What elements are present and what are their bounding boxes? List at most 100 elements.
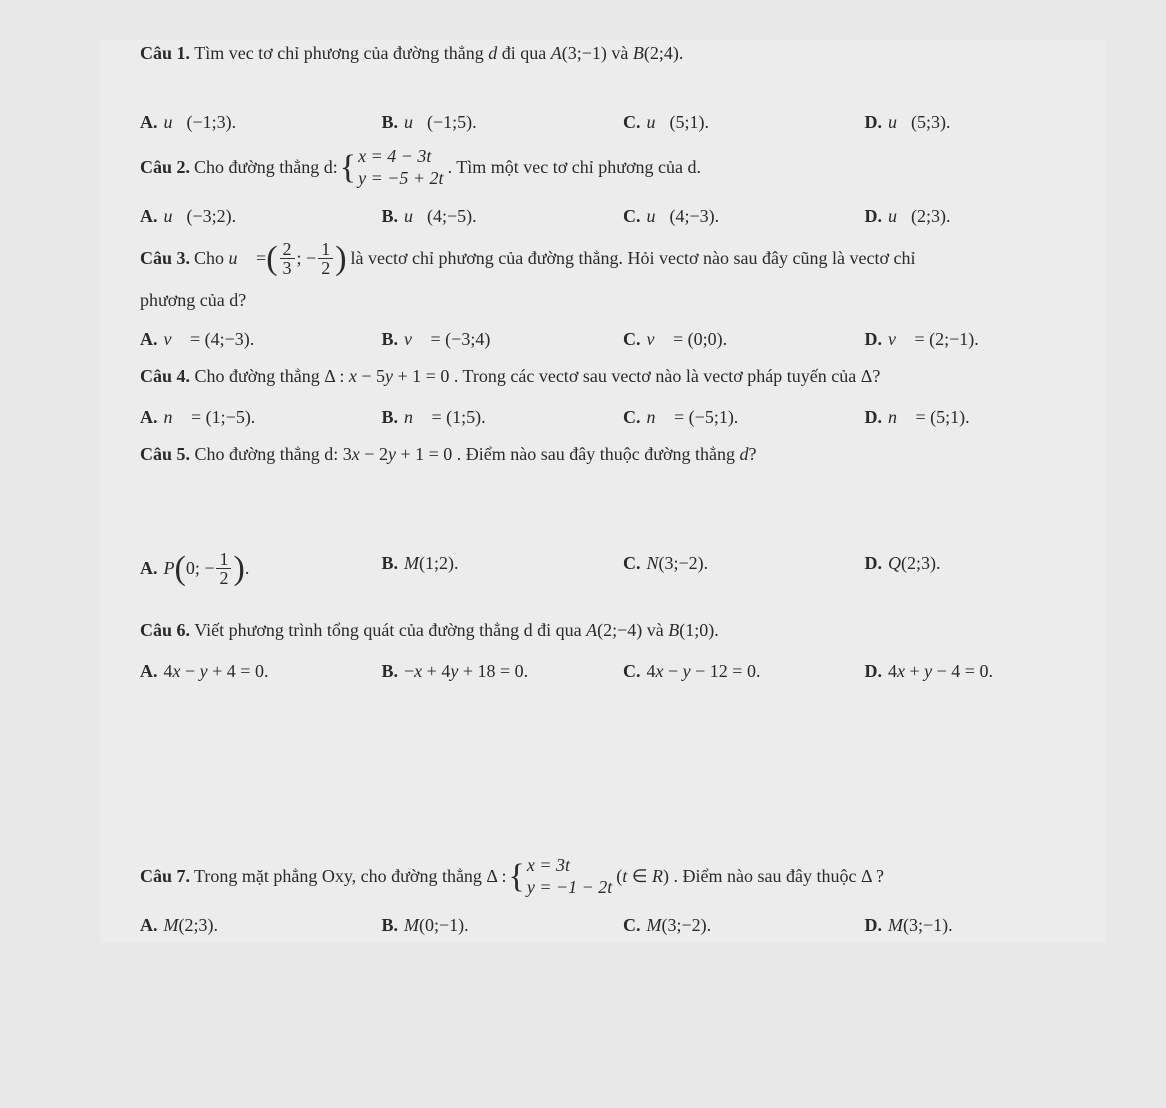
spacer <box>100 715 1106 845</box>
q7-eq-top: x = 3t <box>527 855 612 877</box>
option-label: C. <box>623 915 641 935</box>
q4-row: Câu 4. Cho đường thẳng Δ : x − 5y + 1 = … <box>140 363 1106 390</box>
q4-option-c: C. n⃗ = (−5;1). <box>623 400 865 435</box>
paren-close-icon: ) <box>233 554 244 584</box>
q3-frac1-den: 3 <box>280 259 295 277</box>
option-label: A. <box>140 329 158 349</box>
q2-eq-bot: y = −5 + 2t <box>358 168 443 190</box>
q3-option-b: B.v⃗ = (−3;4) <box>382 322 624 357</box>
q6-option-b: B.−x + 4y + 18 = 0. <box>382 654 624 689</box>
option-label: C. <box>623 553 641 573</box>
option-label: C. <box>623 407 641 427</box>
q3-frac2-num: 1 <box>318 240 333 259</box>
paren-open-icon: ( <box>175 554 186 584</box>
q2-d: u⃗(2;3). <box>888 206 951 226</box>
q1-text: Tìm vec tơ chỉ phương của đường thẳng d … <box>194 43 683 63</box>
q5-option-c: C. N(3;−2). <box>623 546 865 591</box>
q3-a: v⃗ = (4;−3). <box>164 329 255 349</box>
q3-c: v⃗ = (0;0). <box>647 329 728 349</box>
q3-frac1-num: 2 <box>280 240 295 259</box>
q3-d: v⃗ = (2;−1). <box>888 329 979 349</box>
q2-system: x = 4 − 3t y = −5 + 2t <box>358 146 443 189</box>
q7-row: Câu 7. Trong mặt phẳng Oxy, cho đường th… <box>140 855 1106 898</box>
q3-row: Câu 3. Cho u⃗ = ( 2 3 ; − 1 2 ) là vectơ… <box>140 240 1106 277</box>
q1-label: Câu 1. <box>140 43 190 63</box>
q5-row: Câu 5. Cho đường thẳng d: 3x − 2y + 1 = … <box>140 441 1106 468</box>
q7-option-d: D.M(3;−1). <box>865 908 1107 943</box>
q2-option-b: B.u⃗(4;−5). <box>382 199 624 234</box>
q1-a: u⃗(−1;3). <box>164 112 237 132</box>
q2-option-c: C.u⃗(4;−3). <box>623 199 865 234</box>
q3-label: Câu 3. <box>140 245 190 272</box>
q5-d: Q(2;3). <box>888 553 941 573</box>
q1-option-a: A. u⃗(−1;3). <box>140 105 382 140</box>
q3-options: A. v⃗ = (4;−3). B.v⃗ = (−3;4) C. v⃗ = (0;0… <box>140 322 1106 357</box>
paren-close-icon: ) <box>335 244 346 274</box>
q1-d: u⃗(5;3). <box>888 112 951 132</box>
q3-prefix: Cho u⃗ = <box>194 245 266 272</box>
q6-label: Câu 6. <box>140 620 190 640</box>
q7-c: M(3;−2). <box>647 915 712 935</box>
q6-a: 4x − y + 4 = 0. <box>164 661 269 681</box>
q6-options: A. 4x − y + 4 = 0. B.−x + 4y + 18 = 0. C.… <box>140 654 1106 689</box>
q5-c: N(3;−2). <box>647 553 709 573</box>
q7-d: M(3;−1). <box>888 915 953 935</box>
q7-prefix: Trong mặt phẳng Oxy, cho đường thẳng Δ : <box>194 863 507 890</box>
option-label: B. <box>382 206 399 226</box>
q2-row: Câu 2. Cho đường thẳng d: { x = 4 − 3t y… <box>140 146 1106 189</box>
option-label: C. <box>623 329 641 349</box>
q7-mid: (t ∈ R) . Điểm nào sau đây thuộc Δ ? <box>616 863 884 890</box>
q2-option-d: D.u⃗(2;3). <box>865 199 1107 234</box>
q1-option-d: D.u⃗(5;3). <box>865 105 1107 140</box>
q3-frac2-den: 2 <box>318 259 333 277</box>
q5-a-num: 1 <box>216 550 231 569</box>
q4-c: n⃗ = (−5;1). <box>647 407 739 427</box>
q3-option-d: D.v⃗ = (2;−1). <box>865 322 1107 357</box>
q3-suffix: là vectơ chỉ phương của đường thẳng. Hỏi… <box>351 245 916 272</box>
q5-option-d: D.Q(2;3). <box>865 546 1107 591</box>
question-5: Câu 5. Cho đường thẳng d: 3x − 2y + 1 = … <box>100 441 1106 591</box>
q6-d: 4x + y − 4 = 0. <box>888 661 993 681</box>
option-label: C. <box>623 112 641 132</box>
q6-option-c: C.4x − y − 12 = 0. <box>623 654 865 689</box>
option-label: A. <box>140 206 158 226</box>
q6-option-a: A. 4x − y + 4 = 0. <box>140 654 382 689</box>
q4-label: Câu 4. <box>140 366 190 386</box>
option-label: D. <box>865 661 883 681</box>
q7-a: M(2;3). <box>164 915 219 935</box>
paren-open-icon: ( <box>266 244 277 274</box>
option-label: A. <box>140 661 158 681</box>
q3-tail: phương của d? <box>140 287 1106 314</box>
q2-suffix: . Tìm một vec tơ chỉ phương của d. <box>448 154 701 181</box>
q5-option-a: A. P ( 0; − 1 2 ) . <box>140 546 382 591</box>
q2-option-a: A.u⃗(−3;2). <box>140 199 382 234</box>
option-label: D. <box>865 206 883 226</box>
q7-option-a: A.M(2;3). <box>140 908 382 943</box>
q6-text: Viết phương trình tổng quát của đường th… <box>194 620 719 640</box>
q2-c: u⃗(4;−3). <box>647 206 720 226</box>
option-label: B. <box>382 915 399 935</box>
q6-row: Câu 6. Viết phương trình tổng quát của đ… <box>140 617 1106 644</box>
q6-b: −x + 4y + 18 = 0. <box>404 661 528 681</box>
q5-label: Câu 5. <box>140 444 190 464</box>
q7-option-b: B.M(0;−1). <box>382 908 624 943</box>
option-label: B. <box>382 407 399 427</box>
option-label: A. <box>140 112 158 132</box>
option-label: B. <box>382 553 399 573</box>
q2-eq-top: x = 4 − 3t <box>358 146 443 168</box>
question-4: Câu 4. Cho đường thẳng Δ : x − 5y + 1 = … <box>100 363 1106 435</box>
q7-b: M(0;−1). <box>404 915 469 935</box>
q7-options: A.M(2;3). B.M(0;−1). C. M(3;−2). D.M(3;−1… <box>140 908 1106 943</box>
q5-b: M(1;2). <box>404 553 459 573</box>
q4-text: Cho đường thẳng Δ : x − 5y + 1 = 0 . Tro… <box>195 366 881 386</box>
q4-option-b: B.n⃗ = (1;5). <box>382 400 624 435</box>
option-label: D. <box>865 329 883 349</box>
q3-frac1: 2 3 <box>280 240 295 277</box>
q3-frac2: 1 2 <box>318 240 333 277</box>
q7-eq-bot: y = −1 − 2t <box>527 877 612 899</box>
q2-label: Câu 2. <box>140 154 190 181</box>
q2-prefix: Cho đường thẳng d: <box>194 154 338 181</box>
q5-a-prefix: P <box>164 555 175 582</box>
spacer <box>100 478 1106 538</box>
q4-option-d: D.n⃗ = (5;1). <box>865 400 1107 435</box>
